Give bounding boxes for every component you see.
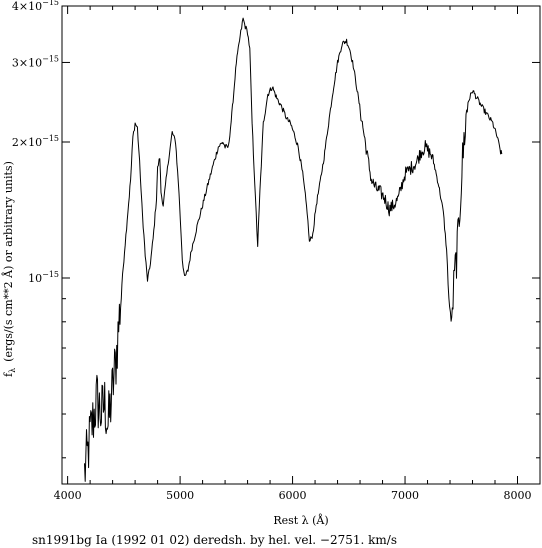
x-tick-label: 5000 xyxy=(166,489,194,502)
x-tick-label: 8000 xyxy=(504,489,532,502)
y-tick-label: 3×10−15 xyxy=(12,54,59,69)
x-axis-title: Rest λ (Å) xyxy=(273,513,328,527)
y-axis-title-symbol: f xyxy=(2,372,15,377)
x-axis-ticks: 4000 5000 6000 7000 8000 xyxy=(54,6,541,502)
svg-text:fλ(ergs/(s cm**2 Å) or arbitra: fλ (ergs/(s cm**2 Å) or arbitrary units) xyxy=(1,161,17,377)
y-axis-ticks: 10−15 2×10−15 3×10−15 4×10−15 xyxy=(12,0,540,459)
y-axis-title-text: (ergs/(s cm**2 Å) or arbitrary units) xyxy=(1,161,15,362)
chart-caption: sn1991bg Ia (1992 01 02) deredsh. by hel… xyxy=(32,533,397,547)
y-tick-label: 4×10−15 xyxy=(12,0,59,13)
x-tick-label: 4000 xyxy=(54,489,82,502)
y-axis-title: fλ (ergs/(s cm**2 Å) or arbitrary units) xyxy=(1,161,17,377)
y-tick-label: 10−15 xyxy=(28,270,59,285)
x-tick-label: 6000 xyxy=(279,489,307,502)
y-tick-label: 2×10−15 xyxy=(12,134,59,149)
plot-frame xyxy=(61,5,541,485)
y-axis-title-subscript: λ xyxy=(8,368,17,373)
x-tick-label: 7000 xyxy=(391,489,419,502)
series-spectrum-line xyxy=(84,17,503,482)
